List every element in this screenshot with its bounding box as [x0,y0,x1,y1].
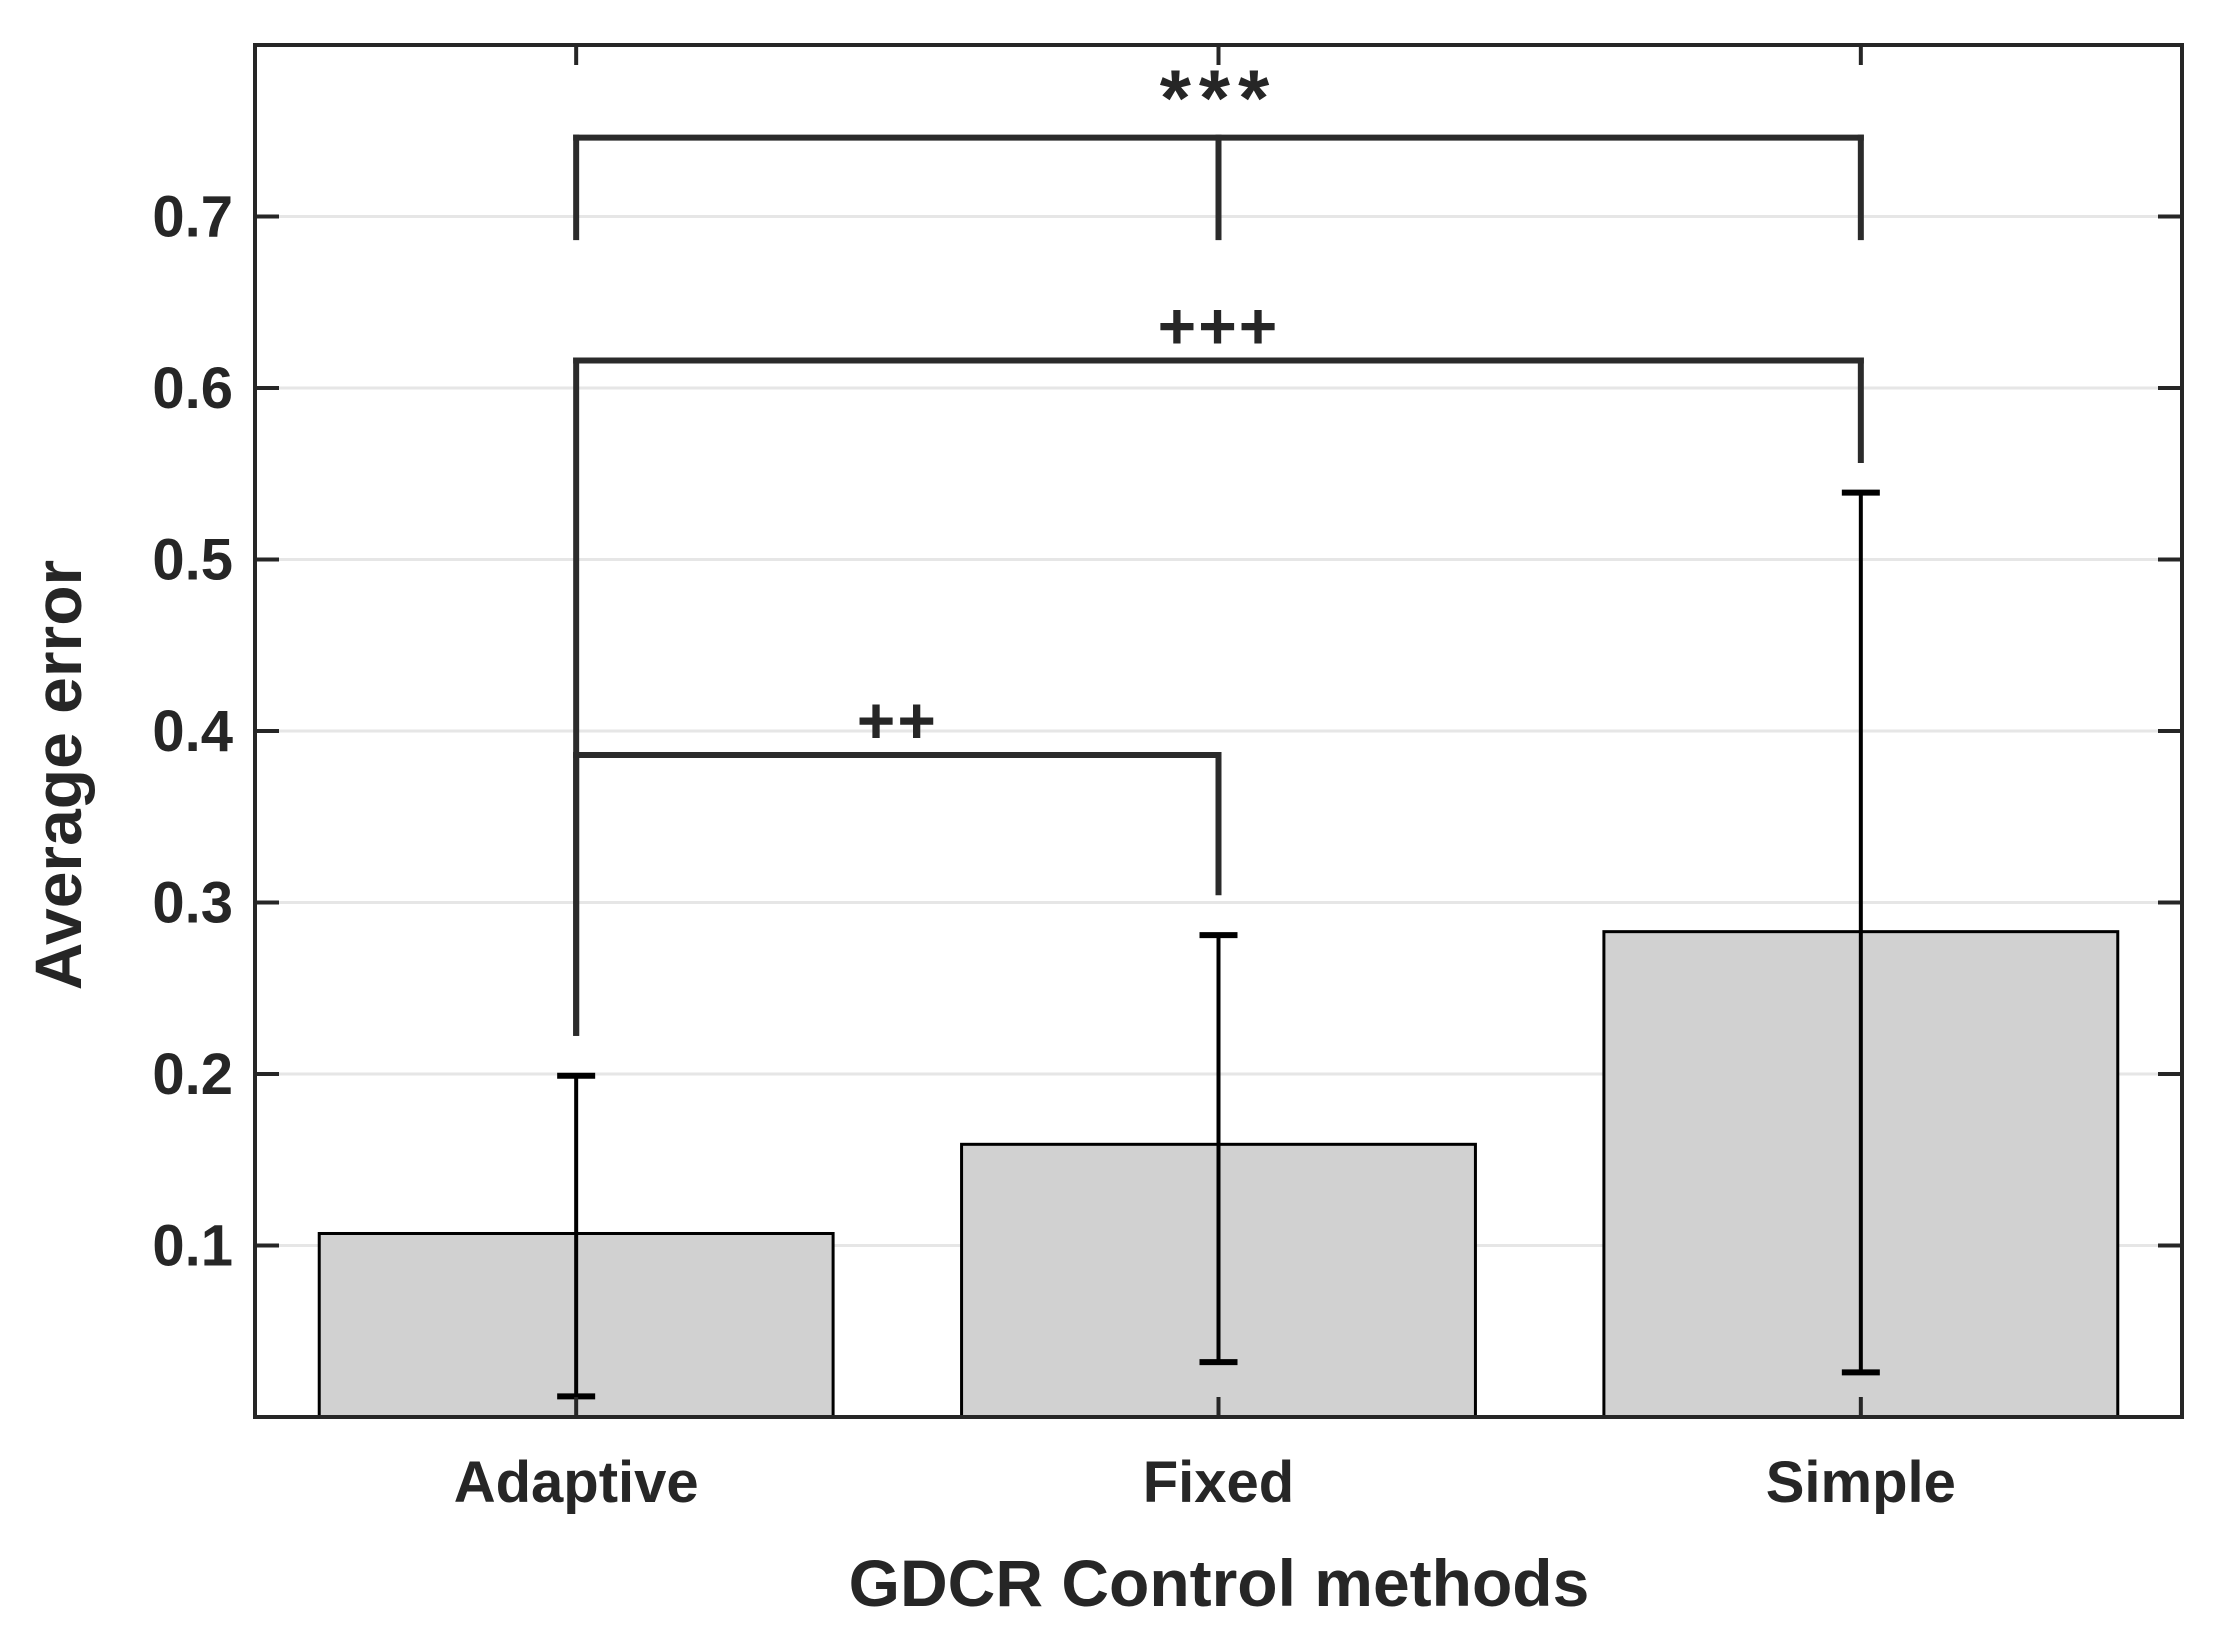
significance-label-3: ++ [857,683,938,757]
y-tick-label-0.7: 0.7 [152,185,233,250]
y-tick-label-0.2: 0.2 [152,1042,233,1107]
category-label-fixed: Fixed [1143,1450,1295,1515]
y-tick-label-0.1: 0.1 [152,1214,233,1279]
y-tick-label-0.4: 0.4 [152,699,233,764]
y-tick-label-0.6: 0.6 [152,356,233,421]
y-tick-label-0.5: 0.5 [152,528,233,593]
significance-label-1: *** [1160,54,1277,143]
category-label-adaptive: Adaptive [454,1450,699,1515]
category-label-simple: Simple [1766,1450,1956,1515]
y-tick-label-0.3: 0.3 [152,871,233,936]
significance-label-2: +++ [1158,289,1280,363]
x-axis-title: GDCR Control methods [848,1546,1590,1620]
y-axis-title: Average error [21,559,95,991]
